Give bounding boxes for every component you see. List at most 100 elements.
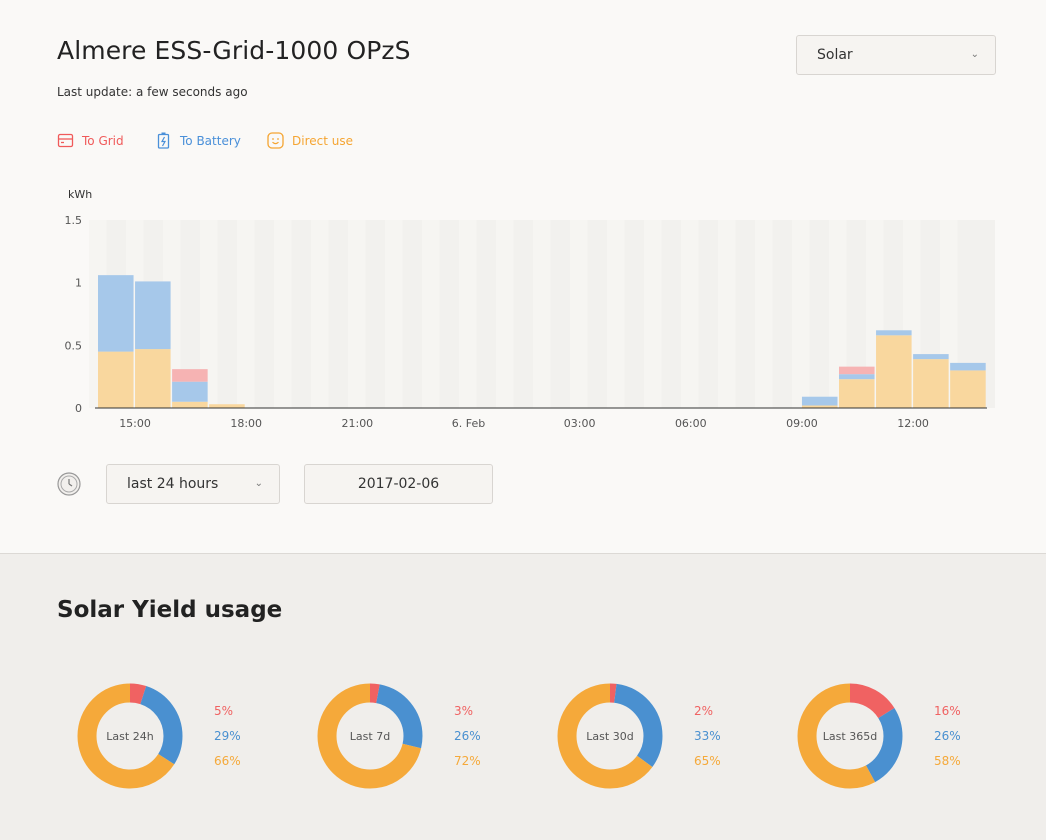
- bar-direct[interactable]: [950, 370, 986, 408]
- overview-panel: Almere ESS-Grid-1000 OPzS Last update: a…: [0, 0, 1046, 554]
- donut-center-label: Last 7d: [350, 730, 390, 743]
- y-axis-label: kWh: [68, 188, 92, 201]
- donut-chart-7d: Last 7d: [317, 683, 423, 789]
- bar-battery[interactable]: [913, 354, 949, 360]
- range-select[interactable]: last 24 hours ⌄: [106, 464, 280, 504]
- bar-battery[interactable]: [839, 374, 875, 380]
- legend-item-to-grid[interactable]: To Grid: [57, 132, 124, 149]
- y-tick-label: 0: [75, 402, 82, 415]
- battery-icon: [157, 132, 170, 149]
- bar-direct[interactable]: [801, 405, 838, 408]
- grid-stripe: [237, 220, 255, 408]
- x-tick-label: 18:00: [230, 417, 262, 430]
- bar-direct[interactable]: [172, 401, 208, 408]
- bar-battery[interactable]: [801, 396, 838, 406]
- donut-slice-direct[interactable]: [557, 683, 663, 789]
- grid-stripe: [459, 220, 477, 408]
- y-tick-label: 0.5: [65, 339, 83, 352]
- legend-item-direct-use[interactable]: Direct use: [267, 132, 353, 149]
- donut-slice-battery[interactable]: [317, 683, 423, 789]
- grid-stripe: [348, 220, 366, 408]
- grid-stripe: [200, 220, 218, 408]
- chevron-down-icon: ⌄: [970, 48, 979, 60]
- pct-to-grid: 16%: [934, 704, 961, 718]
- grid-stripe: [274, 220, 292, 408]
- bar-battery[interactable]: [876, 330, 912, 336]
- x-tick-label: 21:00: [341, 417, 373, 430]
- donut-slice-battery[interactable]: [557, 683, 663, 789]
- y-tick-label: 1.5: [65, 214, 83, 227]
- legend-label: Direct use: [292, 133, 353, 148]
- usage-card-7d: Last 7d 3% 26% 72%: [316, 682, 556, 790]
- usage-percentages: 2% 33% 65%: [694, 703, 721, 778]
- x-tick-label: 6. Feb: [452, 417, 485, 430]
- grid-stripe: [570, 220, 588, 408]
- source-select-value: Solar: [817, 47, 853, 63]
- x-tick-label: 06:00: [675, 417, 707, 430]
- donut-slice-direct[interactable]: [77, 683, 183, 789]
- donut-center-label: Last 30d: [586, 730, 633, 743]
- last-update-text: Last update: a few seconds ago: [57, 85, 248, 99]
- grid-stripe: [496, 220, 514, 408]
- usage-card-365d: Last 365d 16% 26% 58%: [796, 682, 1036, 790]
- source-select[interactable]: Solar ⌄: [796, 35, 996, 75]
- usage-percentages: 16% 26% 58%: [934, 703, 961, 778]
- legend-label: To Grid: [82, 133, 124, 148]
- bar-direct[interactable]: [135, 349, 171, 408]
- grid-stripe: [681, 220, 699, 408]
- bar-grid[interactable]: [839, 366, 875, 375]
- grid-stripe: [385, 220, 403, 408]
- pct-to-grid: 5%: [214, 704, 234, 718]
- bar-direct[interactable]: [876, 335, 912, 408]
- donut-slice-battery[interactable]: [77, 683, 183, 789]
- bar-battery[interactable]: [950, 362, 986, 371]
- energy-chart: kWh 0 0.5 1 1.5 15:00 18:00 21:00 6. Feb 03:00 0…: [40, 180, 1010, 440]
- donut-center-label: Last 24h: [106, 730, 153, 743]
- smiley-icon: [267, 132, 284, 149]
- chevron-down-icon: ⌄: [254, 477, 263, 489]
- usage-percentages: 3% 26% 72%: [454, 703, 481, 778]
- y-tick-label: 1: [75, 277, 82, 290]
- bar-grid[interactable]: [172, 369, 208, 382]
- donut-chart-24h: Last 24h: [77, 683, 183, 789]
- grid-stripe: [718, 220, 736, 408]
- x-tick-label: 15:00: [119, 417, 151, 430]
- donut-center-label: Last 365d: [823, 730, 877, 743]
- pct-to-battery: 29%: [214, 729, 241, 743]
- bar-battery[interactable]: [135, 281, 171, 350]
- section-title: Solar Yield usage: [57, 597, 283, 623]
- energy-bar-chart: kWh 0 0.5 1 1.5 15:00 18:00 21:00 6. Feb 03:00 0…: [65, 188, 995, 430]
- donut-chart-365d: Last 365d: [797, 683, 903, 789]
- grid-stripe: [422, 220, 440, 408]
- pct-direct-use: 58%: [934, 754, 961, 768]
- grid-stripe: [792, 220, 810, 408]
- donut-slice-direct[interactable]: [797, 683, 903, 789]
- pct-to-battery: 26%: [454, 729, 481, 743]
- grid-stripe: [829, 220, 847, 408]
- bar-battery[interactable]: [98, 275, 134, 352]
- bar-direct[interactable]: [913, 359, 949, 408]
- usage-card-30d: Last 30d 2% 33% 65%: [556, 682, 796, 790]
- grid-stripe: [533, 220, 551, 408]
- date-picker[interactable]: 2017-02-06: [304, 464, 493, 504]
- donut-chart-30d: Last 30d: [557, 683, 663, 789]
- donut-slice-direct[interactable]: [317, 683, 423, 789]
- bar-direct[interactable]: [209, 404, 245, 408]
- clock-icon: [57, 472, 81, 496]
- bar-battery[interactable]: [172, 381, 208, 402]
- bar-direct[interactable]: [98, 351, 134, 408]
- grid-stripe: [607, 220, 625, 408]
- x-tick-label: 03:00: [564, 417, 596, 430]
- grid-stripe: [311, 220, 329, 408]
- range-select-value: last 24 hours: [127, 476, 219, 492]
- pct-to-battery: 26%: [934, 729, 961, 743]
- pct-direct-use: 72%: [454, 754, 481, 768]
- x-tick-label: 12:00: [897, 417, 929, 430]
- pct-to-battery: 33%: [694, 729, 721, 743]
- grid-icon: [57, 133, 74, 148]
- bar-direct[interactable]: [839, 379, 875, 408]
- page-title: Almere ESS-Grid-1000 OPzS: [57, 36, 411, 65]
- usage-card-24h: Last 24h 5% 29% 66%: [76, 682, 316, 790]
- legend-item-to-battery[interactable]: To Battery: [155, 132, 241, 149]
- donut-slice-battery[interactable]: [797, 683, 903, 789]
